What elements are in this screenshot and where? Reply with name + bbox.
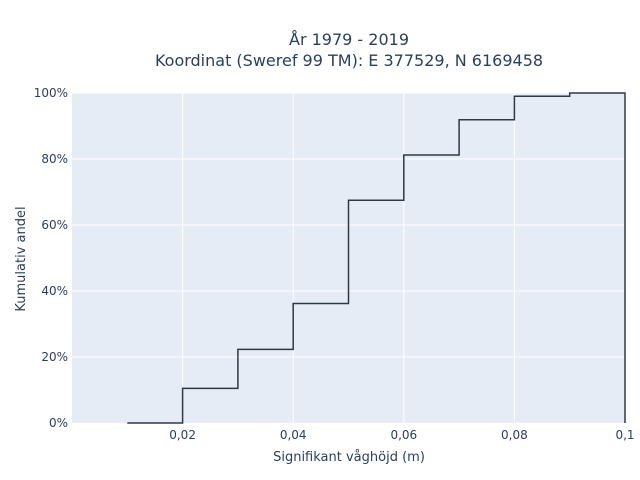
y-tick-label: 60% [41,218,68,232]
x-tick-label: 0,06 [390,428,417,442]
y-axis-title: Kumulativ andel [14,206,29,311]
y-tick-label: 20% [41,350,68,364]
y-gridlines [72,92,625,358]
x-tick-label: 0,04 [280,428,307,442]
y-tick-label: 80% [41,152,68,166]
y-tick-labels: 0% 20% 40% 60% 80% 100% [34,86,68,430]
x-tick-label: 0,1 [615,428,634,442]
x-tick-labels: 0,02 0,04 0,06 0,08 0,1 [169,428,634,442]
chart-title-line1: År 1979 - 2019 [289,30,409,49]
cumulative-step-line [127,92,626,424]
x-tick-label: 0,08 [501,428,528,442]
x-axis-title: Signifikant våghöjd (m) [273,450,425,465]
y-tick-label: 40% [41,284,68,298]
x-gridlines [182,93,626,423]
x-tick-label: 0,02 [169,428,196,442]
chart-title-line2: Koordinat (Sweref 99 TM): E 377529, N 61… [155,51,543,70]
y-tick-label: 0% [49,416,68,430]
y-tick-label: 100% [34,86,68,100]
